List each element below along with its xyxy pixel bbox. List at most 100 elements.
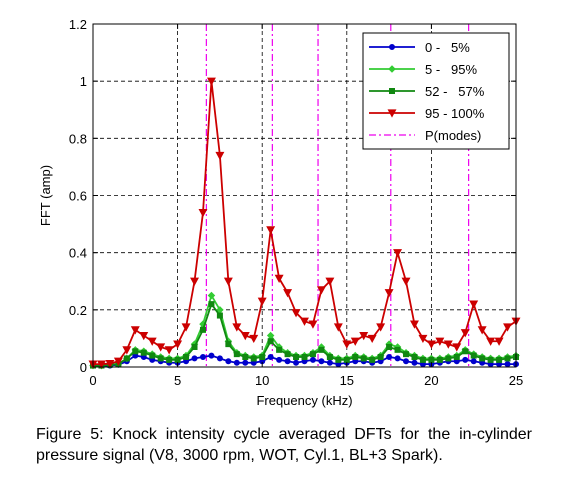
legend-item: 52 - 57%	[369, 84, 485, 99]
data-point	[486, 337, 496, 346]
data-point	[257, 297, 267, 306]
legend-marker	[388, 65, 396, 73]
data-point	[132, 348, 139, 355]
data-point	[386, 343, 393, 350]
data-point	[342, 340, 352, 349]
data-point	[283, 289, 293, 298]
data-point	[445, 355, 452, 362]
legend-label: 0 - 5%	[425, 40, 470, 55]
data-point	[233, 351, 240, 358]
y-tick-label: 0	[80, 360, 87, 375]
data-point	[216, 312, 223, 319]
data-point	[469, 300, 479, 309]
data-point	[479, 355, 486, 362]
data-point	[462, 348, 469, 355]
data-point	[164, 346, 174, 355]
data-point	[249, 334, 259, 344]
data-point	[291, 309, 301, 318]
data-point	[316, 286, 326, 295]
y-axis-label: FFT (amp)	[38, 165, 53, 226]
data-point	[309, 356, 316, 363]
data-point	[376, 323, 386, 332]
data-point	[123, 355, 130, 362]
data-point	[199, 326, 206, 333]
data-point	[403, 351, 410, 358]
mode-lines	[205, 24, 470, 367]
data-point	[157, 355, 164, 362]
y-tick-label: 0.6	[69, 189, 87, 204]
data-point	[496, 356, 503, 363]
data-point	[233, 359, 240, 366]
data-point	[504, 361, 511, 368]
data-point	[105, 359, 115, 369]
legend-item: 0 - 5%	[369, 40, 470, 55]
data-point	[462, 356, 469, 363]
series-layer	[88, 77, 521, 370]
data-point	[190, 277, 199, 286]
data-point	[293, 359, 300, 366]
legend-marker	[388, 44, 395, 51]
data-point	[487, 356, 494, 363]
data-point	[276, 356, 283, 363]
data-point	[173, 340, 183, 349]
data-point	[418, 334, 428, 344]
legend-item: 95 - 100%	[369, 106, 485, 121]
data-point	[208, 352, 215, 359]
legend-label: P(modes)	[425, 128, 481, 143]
data-point	[453, 353, 460, 360]
series-2	[90, 301, 520, 369]
data-point	[259, 353, 266, 360]
data-point	[181, 323, 191, 332]
data-point	[369, 356, 376, 363]
data-point	[435, 337, 445, 346]
data-point	[452, 343, 462, 352]
x-tick-label: 5	[174, 373, 181, 388]
data-point	[240, 331, 250, 341]
data-point	[436, 356, 443, 363]
y-tick-label: 0.4	[69, 246, 87, 261]
legend-marker	[387, 109, 397, 118]
data-point	[206, 77, 216, 86]
data-point	[410, 320, 419, 329]
data-point	[225, 341, 232, 348]
data-point	[401, 277, 411, 286]
data-point	[139, 331, 149, 341]
data-point	[384, 289, 394, 298]
data-point	[284, 351, 291, 358]
data-point	[343, 356, 350, 363]
legend: 0 - 5% 5 - 95% 52 - 57% 95 - 100% P(modes)	[362, 32, 510, 150]
legend-item: P(modes)	[369, 128, 481, 143]
data-point	[326, 353, 333, 360]
data-point	[318, 358, 325, 365]
data-point	[191, 355, 198, 362]
data-point	[156, 343, 166, 352]
data-point	[393, 249, 403, 258]
data-point	[443, 340, 453, 349]
y-tick-label: 1.2	[69, 17, 87, 32]
data-point	[223, 277, 233, 286]
data-point	[191, 343, 198, 350]
data-point	[130, 326, 140, 335]
data-point	[147, 337, 157, 346]
legend-label: 95 - 100%	[425, 106, 485, 121]
data-point	[207, 291, 216, 300]
data-point	[113, 357, 123, 366]
data-point	[504, 355, 511, 362]
data-point	[242, 353, 249, 360]
data-point	[308, 320, 318, 329]
data-point	[403, 358, 410, 365]
x-tick-label: 15	[340, 373, 354, 388]
data-point	[477, 326, 487, 335]
legend-item: 5 - 95%	[369, 62, 477, 77]
data-point	[198, 209, 208, 218]
data-point	[426, 340, 436, 349]
data-point	[494, 337, 504, 346]
data-point	[166, 356, 173, 363]
legend-marker	[388, 88, 395, 95]
data-point	[274, 274, 284, 284]
data-point	[215, 151, 225, 161]
data-point	[377, 353, 384, 360]
data-point	[470, 358, 477, 365]
y-tick-label: 0.2	[69, 303, 87, 318]
data-point	[276, 346, 283, 353]
